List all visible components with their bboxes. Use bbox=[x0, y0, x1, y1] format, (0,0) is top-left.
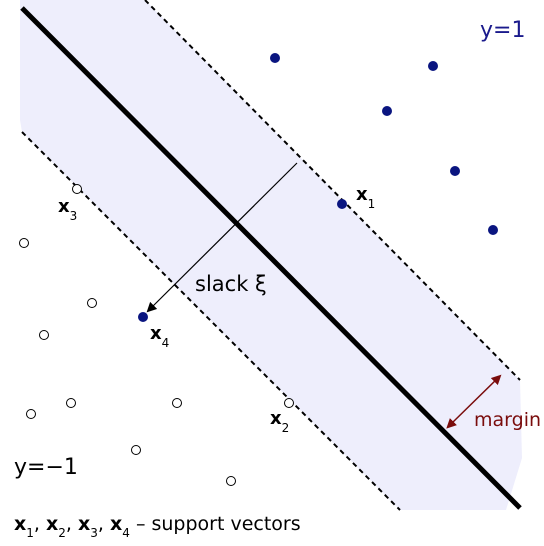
point-label-x1: x1 bbox=[356, 184, 375, 211]
negative-point bbox=[172, 398, 182, 408]
point-label-x3: x3 bbox=[58, 196, 77, 223]
class-negative-label: y=−1 bbox=[14, 455, 78, 480]
point-label-x2: x2 bbox=[270, 408, 289, 435]
negative-point bbox=[87, 298, 97, 308]
negative-margin-line bbox=[21, 131, 401, 511]
negative-point bbox=[226, 476, 236, 486]
class-positive-label: y=1 bbox=[480, 18, 525, 43]
negative-point bbox=[284, 398, 294, 408]
negative-point bbox=[72, 184, 82, 194]
negative-point bbox=[39, 330, 49, 340]
positive-point bbox=[428, 61, 438, 71]
decision-boundary bbox=[20, 6, 522, 510]
negative-point bbox=[66, 398, 76, 408]
positive-margin-line bbox=[144, 0, 521, 381]
margin-label: margin bbox=[474, 409, 541, 431]
slack-label: slack ξ bbox=[195, 272, 267, 296]
negative-point bbox=[26, 409, 36, 419]
positive-point bbox=[450, 166, 460, 176]
positive-points bbox=[138, 53, 498, 322]
slack-arrow bbox=[146, 162, 298, 313]
negative-point bbox=[19, 238, 29, 248]
positive-point bbox=[138, 312, 148, 322]
margin-arrow bbox=[446, 374, 502, 429]
positive-point bbox=[382, 106, 392, 116]
negative-point bbox=[131, 445, 141, 455]
support-vectors-caption: x1, x2, x3, x4 – support vectors bbox=[14, 513, 301, 540]
positive-point bbox=[270, 53, 280, 63]
point-label-x4: x4 bbox=[150, 323, 169, 350]
positive-point bbox=[337, 199, 347, 209]
positive-point bbox=[488, 225, 498, 235]
negative-points bbox=[19, 184, 294, 486]
